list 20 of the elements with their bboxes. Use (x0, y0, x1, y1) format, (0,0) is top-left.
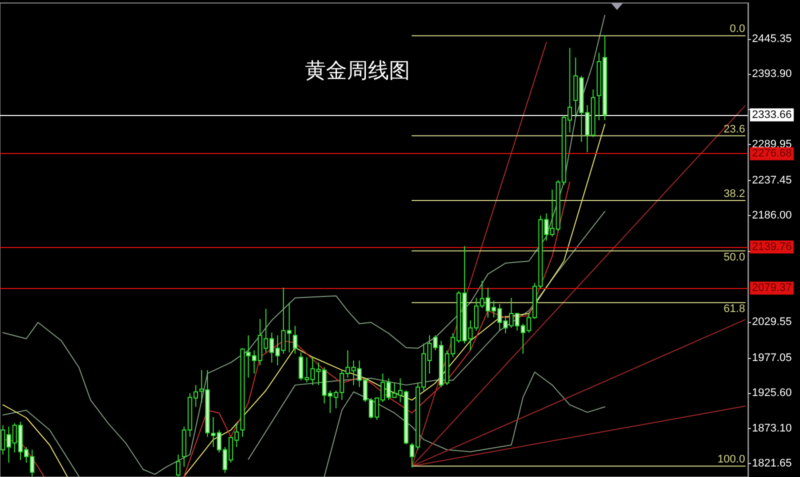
y-tick-label: 1873.10 (752, 422, 792, 435)
series-label: 50.0 (724, 251, 746, 264)
y-tick-label: 1821.65 (752, 458, 792, 470)
series-label: 100.0 (718, 454, 746, 466)
y-tick-label: 2393.90 (752, 68, 792, 80)
y-tick-label: 1925.60 (752, 386, 792, 399)
series-label: 61.8 (724, 303, 746, 316)
y-tick-label: 2186.00 (752, 209, 792, 222)
y-tick-label: 2445.35 (752, 32, 792, 45)
ref-line-label: 2333.66 (752, 108, 792, 121)
y-tick-label: 2029.55 (752, 316, 792, 328)
ref-line-label: 2276.68 (752, 148, 792, 160)
ref-line-label: 2139.76 (752, 240, 792, 253)
y-tick-label: 1977.05 (752, 352, 792, 364)
series-label: 23.6 (724, 123, 746, 136)
series-label: 0.0 (730, 23, 746, 36)
ref-line-label: 2079.37 (752, 282, 792, 294)
series-label: 38.2 (724, 188, 746, 200)
y-tick-label: 2237.45 (752, 174, 792, 186)
text: 黄金周线图 (305, 58, 410, 82)
